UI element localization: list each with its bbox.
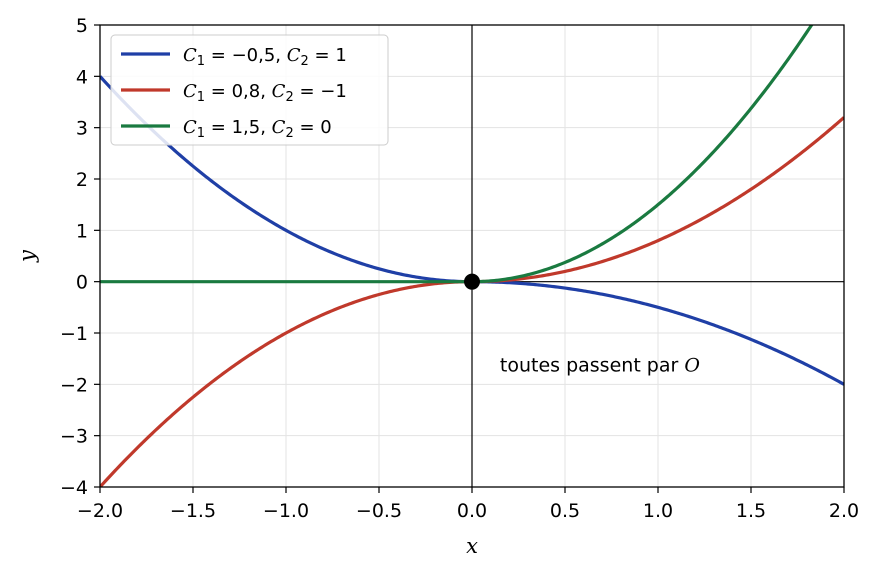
text-part: 2 [301, 54, 309, 69]
x-tick-label: 2.0 [829, 500, 859, 522]
y-tick-label: −2 [60, 374, 88, 396]
text-part: C [272, 117, 286, 138]
text-part: = 0 [294, 117, 332, 138]
annotation-text: toutes passent par O [500, 355, 700, 377]
x-tick-label: 0.5 [550, 500, 580, 522]
x-tick-label: 0.0 [457, 500, 487, 522]
x-tick-label: −1.0 [263, 500, 309, 522]
text-part: C [183, 81, 197, 102]
legend-label-2: C1 = 0,8, C2 = −1 [183, 81, 347, 105]
text-part: C [183, 45, 197, 66]
y-axis-label: y [15, 249, 39, 263]
y-tick-label: −3 [60, 426, 88, 448]
text-part: = 1 [309, 45, 347, 66]
y-tick-label: 1 [76, 220, 88, 242]
text-part: C [272, 81, 286, 102]
y-tick-label: −4 [60, 477, 88, 499]
y-tick-label: 3 [76, 118, 88, 140]
text-part: 1 [197, 90, 205, 105]
text-part: 2 [285, 90, 293, 105]
legend-label-3: C1 = 1,5, C2 = 0 [183, 117, 332, 141]
x-tick-label: 1.0 [643, 500, 673, 522]
text-part: C [183, 117, 197, 138]
y-tick-label: 0 [76, 272, 88, 294]
x-tick-label: −0.5 [356, 500, 402, 522]
text-part: = −0,5, [205, 45, 287, 66]
text-part: 2 [285, 126, 293, 141]
ticks: −2.0 −1.5 −1.0 −0.5 0.0 0.5 1.0 1.5 2.0 −4 −3 −2 −1 0… [60, 15, 859, 522]
y-tick-label: 4 [76, 66, 88, 88]
text-part: O [684, 355, 700, 377]
y-tick-label: 2 [76, 169, 88, 191]
text-part: = 0,8, [205, 81, 272, 102]
text-part: = −1 [294, 81, 347, 102]
text-part: 1 [197, 54, 205, 69]
axis-titles: x y [15, 249, 478, 558]
x-tick-label: −1.5 [170, 500, 216, 522]
x-tick-label: 1.5 [736, 500, 766, 522]
y-tick-label: −1 [60, 323, 88, 345]
legend: C1 = −0,5, C2 = 1C1 = 0,8, C2 = −1C1 = 1… [110, 34, 389, 146]
text-part: C [287, 45, 301, 66]
legend-box [110, 34, 389, 146]
y-tick-label: 5 [76, 15, 88, 37]
text-part: 1 [197, 126, 205, 141]
origin-point [464, 273, 480, 290]
legend-label-1: C1 = −0,5, C2 = 1 [183, 45, 347, 69]
x-tick-label: −2.0 [77, 500, 123, 522]
annotation: toutes passent par O [500, 355, 700, 377]
text-part: toutes passent par [500, 355, 684, 377]
x-axis-label: x [466, 534, 478, 558]
plot-area [100, 25, 844, 487]
text-part: = 1,5, [205, 117, 272, 138]
